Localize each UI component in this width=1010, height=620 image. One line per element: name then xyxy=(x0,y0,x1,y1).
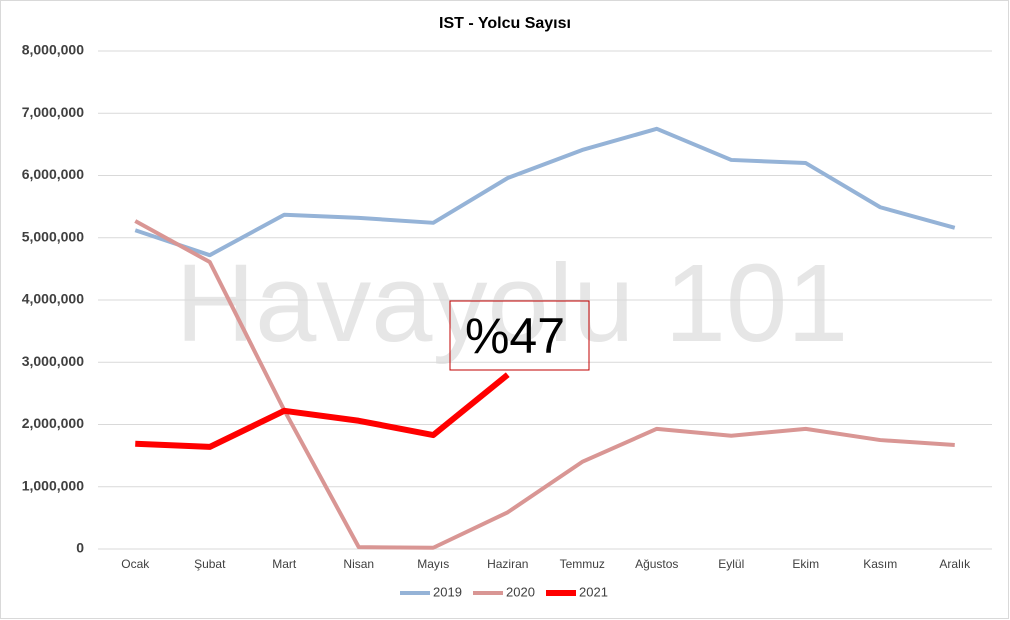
y-tick-label: 0 xyxy=(76,540,84,556)
x-tick-label: Mayıs xyxy=(417,557,449,571)
x-tick-label: Temmuz xyxy=(560,557,605,571)
chart-title: IST - Yolcu Sayısı xyxy=(439,15,571,32)
y-tick-label: 6,000,000 xyxy=(22,166,84,182)
x-tick-label: Nisan xyxy=(343,557,374,571)
x-tick-label: Kasım xyxy=(863,557,897,571)
x-tick-label: Şubat xyxy=(194,557,226,571)
annotation-box xyxy=(449,300,590,371)
y-tick-label: 2,000,000 xyxy=(22,415,84,431)
y-tick-label: 4,000,000 xyxy=(22,291,84,307)
x-tick-label: Ekim xyxy=(792,557,819,571)
legend-label: 2019 xyxy=(433,584,462,599)
watermark: Havayolu 101 xyxy=(176,242,849,365)
x-tick-label: Aralık xyxy=(939,557,971,571)
legend-label: 2021 xyxy=(579,584,608,599)
annotation: %47 xyxy=(465,308,565,364)
y-tick-label: 5,000,000 xyxy=(22,228,84,244)
x-tick-label: Eylül xyxy=(718,557,744,571)
x-tick-label: Mart xyxy=(272,557,297,571)
y-tick-label: 8,000,000 xyxy=(22,42,84,58)
y-tick-label: 3,000,000 xyxy=(22,353,84,369)
x-tick-label: Haziran xyxy=(487,557,528,571)
y-tick-label: 7,000,000 xyxy=(22,104,84,120)
y-tick-label: 1,000,000 xyxy=(22,477,84,493)
x-tick-label: Ağustos xyxy=(635,557,678,571)
x-tick-label: Ocak xyxy=(121,557,150,571)
series-line xyxy=(135,372,510,450)
series-line xyxy=(134,126,956,258)
legend-label: 2020 xyxy=(506,584,535,599)
series-line xyxy=(134,219,955,550)
